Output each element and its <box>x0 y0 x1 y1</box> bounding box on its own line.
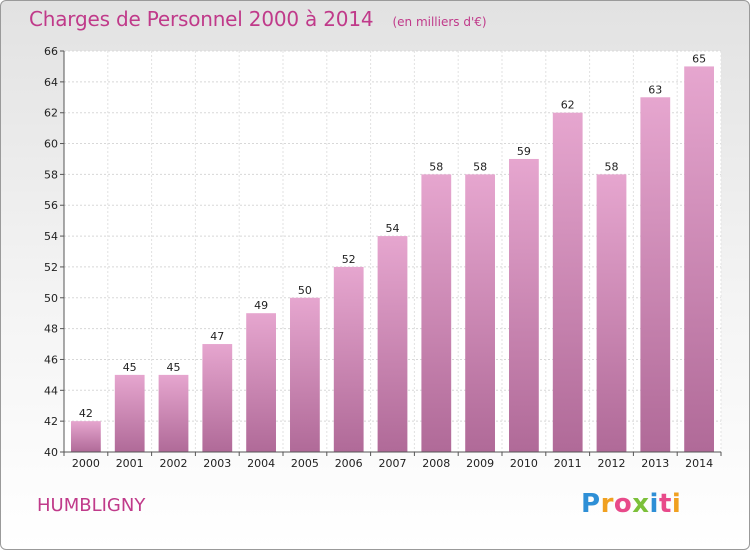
bar <box>377 236 408 452</box>
y-tick-label: 40 <box>44 446 58 459</box>
x-tick-label: 2000 <box>72 457 100 470</box>
logo-letter: P <box>581 489 601 519</box>
y-tick-label: 64 <box>44 76 58 89</box>
x-tick-label: 2006 <box>335 457 363 470</box>
y-tick-label: 44 <box>44 384 58 397</box>
data-label: 58 <box>605 160 619 173</box>
data-label: 49 <box>254 299 268 312</box>
x-tick-label: 2012 <box>598 457 626 470</box>
x-tick-label: 2014 <box>685 457 713 470</box>
y-tick-label: 60 <box>44 138 58 151</box>
bar <box>290 297 320 452</box>
x-tick-label: 2007 <box>379 457 407 470</box>
bar <box>202 344 233 452</box>
x-tick-label: 2001 <box>116 457 144 470</box>
data-label: 58 <box>473 160 487 173</box>
data-label: 65 <box>692 52 706 65</box>
data-label: 63 <box>648 83 662 96</box>
y-tick-label: 42 <box>44 415 58 428</box>
bars: 42 45 45 47 49 50 52 54 58 58 59 62 58 63 65 <box>71 52 714 453</box>
logo-letter: i <box>671 489 682 519</box>
chart-subtitle: (en milliers d'€) <box>392 15 487 29</box>
x-tick-label: 2009 <box>466 457 494 470</box>
logo-letter: i <box>649 489 659 519</box>
x-tick-label: 2005 <box>291 457 319 470</box>
bar <box>246 313 276 452</box>
y-tick-label: 66 <box>44 45 58 58</box>
x-tick-label: 2011 <box>554 457 582 470</box>
logo-letter: r <box>600 489 614 519</box>
data-label: 47 <box>210 330 224 343</box>
title-row: Charges de Personnel 2000 à 2014 (en mil… <box>29 7 487 31</box>
logo-letter: o <box>613 489 633 519</box>
y-tick-label: 52 <box>44 261 58 274</box>
bar <box>465 174 495 452</box>
axes: 40 42 44 46 48 50 52 54 56 58 60 62 64 66 2000 2001 2002… <box>44 45 722 470</box>
place-name: HUMBLIGNY <box>37 495 146 516</box>
bar <box>158 374 189 452</box>
y-tick-label: 46 <box>44 353 58 366</box>
data-label: 45 <box>167 361 181 374</box>
bar <box>640 97 671 453</box>
data-label: 42 <box>79 407 93 420</box>
bar <box>333 266 364 452</box>
x-tick-label: 2002 <box>160 457 188 470</box>
logo-letter: x <box>632 489 650 519</box>
data-label: 50 <box>298 284 312 297</box>
y-tick-label: 56 <box>44 199 58 212</box>
bar <box>684 66 714 452</box>
proxiti-logo: Proxiti <box>581 489 681 519</box>
y-tick-label: 62 <box>44 107 58 120</box>
data-label: 58 <box>429 160 443 173</box>
y-tick-label: 50 <box>44 292 58 305</box>
bar <box>552 112 583 452</box>
bar <box>596 174 627 452</box>
data-label: 45 <box>123 361 137 374</box>
data-label: 54 <box>386 222 400 235</box>
logo-letter: t <box>658 489 672 519</box>
x-tick-label: 2013 <box>641 457 669 470</box>
bar <box>71 421 101 452</box>
x-tick-label: 2010 <box>510 457 538 470</box>
x-tick-label: 2003 <box>203 457 231 470</box>
bar <box>509 158 539 452</box>
x-tick-label: 2004 <box>247 457 275 470</box>
y-tick-label: 48 <box>44 323 58 336</box>
x-tick-label: 2008 <box>422 457 450 470</box>
y-tick-label: 58 <box>44 168 58 181</box>
data-label: 59 <box>517 145 531 158</box>
data-label: 62 <box>561 99 575 112</box>
y-tick-label: 54 <box>44 230 58 243</box>
data-label: 52 <box>342 253 356 266</box>
chart-title: Charges de Personnel 2000 à 2014 <box>29 7 374 31</box>
bar <box>421 174 452 452</box>
bar <box>114 374 145 452</box>
